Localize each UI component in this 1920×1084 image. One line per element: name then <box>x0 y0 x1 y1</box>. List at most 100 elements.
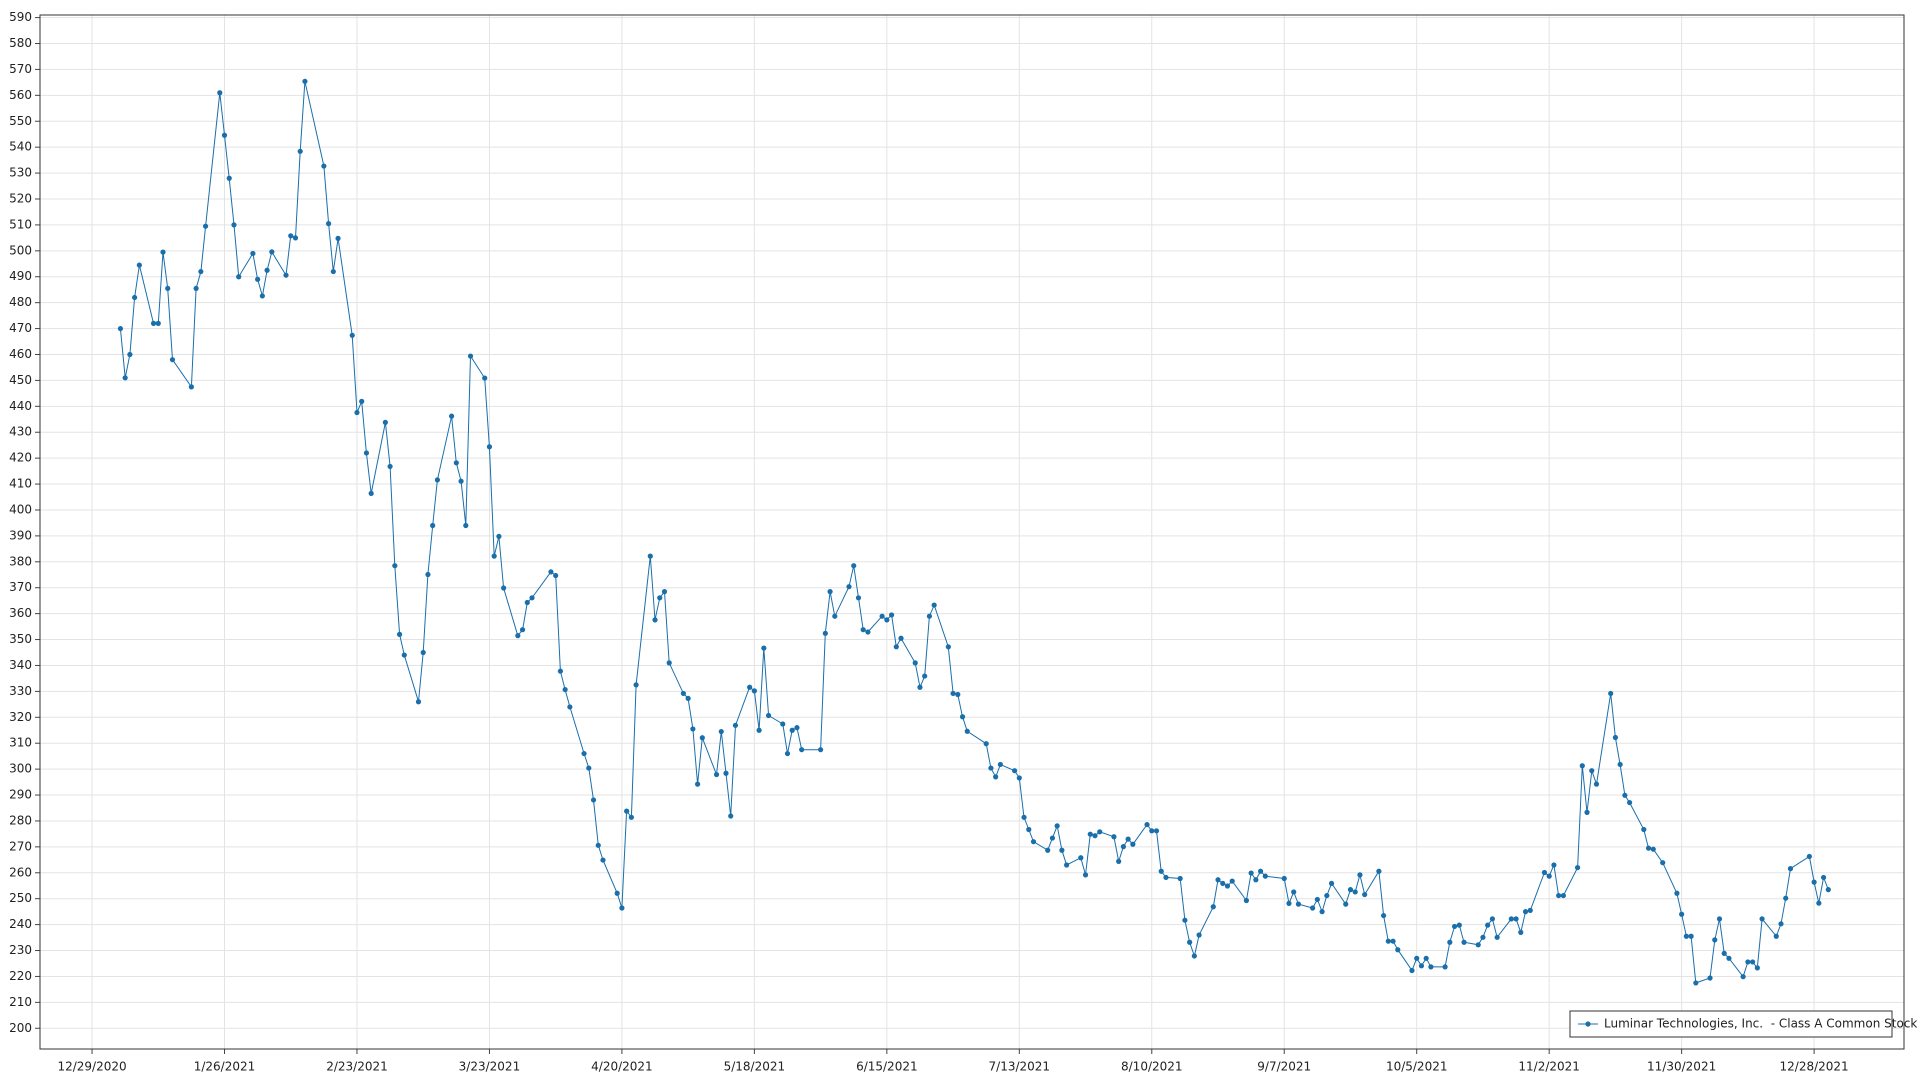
legend-box <box>1569 1010 1893 1038</box>
point <box>728 813 734 819</box>
point <box>1229 878 1235 884</box>
point <box>690 726 696 732</box>
point <box>1414 955 1420 961</box>
point <box>1522 909 1529 915</box>
y-tick-label: 530 <box>9 166 32 180</box>
y-tick-label: 490 <box>9 269 32 283</box>
point <box>1787 866 1794 872</box>
point <box>231 222 237 228</box>
y-tick-label: 380 <box>9 554 32 568</box>
point <box>1593 781 1600 787</box>
point <box>415 699 422 705</box>
x-tick-label: 10/5/2021 <box>1386 1060 1448 1074</box>
point <box>382 419 388 425</box>
point <box>359 398 365 404</box>
y-tick-label: 200 <box>9 1021 32 1035</box>
point <box>250 250 256 257</box>
point <box>226 175 232 181</box>
point <box>1674 890 1680 896</box>
point <box>453 460 459 466</box>
point <box>491 553 497 559</box>
point <box>1612 734 1619 741</box>
point <box>1220 880 1226 887</box>
point <box>1291 889 1297 895</box>
point <box>193 285 199 292</box>
point <box>1442 964 1448 970</box>
point <box>486 444 493 450</box>
y-tick-label: 350 <box>9 632 32 646</box>
point <box>1688 933 1694 939</box>
point <box>955 691 961 698</box>
point <box>169 357 176 363</box>
point <box>1527 907 1533 913</box>
y-tick-label: 240 <box>9 917 32 931</box>
y-tick-label: 500 <box>9 243 32 257</box>
point <box>1016 775 1022 781</box>
point <box>288 233 294 239</box>
point <box>1418 963 1425 969</box>
point <box>600 857 606 863</box>
y-tick-label: 410 <box>9 477 32 491</box>
point <box>1395 947 1401 953</box>
point <box>1125 836 1131 842</box>
point <box>822 630 828 636</box>
point <box>368 490 374 496</box>
point <box>680 690 687 697</box>
point <box>1679 911 1685 917</box>
point <box>945 644 951 650</box>
point <box>1759 916 1765 922</box>
point <box>283 272 289 278</box>
point <box>1210 904 1216 910</box>
point <box>1750 959 1756 965</box>
y-tick-label: 310 <box>9 736 32 750</box>
point <box>756 727 762 733</box>
point <box>1347 887 1354 893</box>
point <box>562 686 568 693</box>
point <box>1030 839 1037 845</box>
point <box>1551 862 1557 868</box>
point <box>430 522 436 529</box>
y-tick-label: 290 <box>9 788 32 802</box>
point <box>396 631 403 637</box>
point <box>1310 905 1316 911</box>
point <box>912 660 918 666</box>
point <box>567 704 573 710</box>
x-tick-label: 3/23/2021 <box>459 1060 521 1074</box>
y-tick-label: 430 <box>9 425 32 439</box>
point <box>292 235 299 241</box>
point <box>1021 814 1027 820</box>
point <box>1428 964 1434 970</box>
y-tick-label: 330 <box>9 684 32 698</box>
point <box>160 249 166 255</box>
point <box>1054 823 1060 829</box>
point <box>1111 834 1117 840</box>
point <box>1215 877 1221 883</box>
point <box>917 684 923 690</box>
point <box>1773 933 1779 939</box>
point <box>221 132 228 138</box>
line-series <box>119 81 1829 984</box>
point <box>1328 880 1335 887</box>
point <box>297 148 303 154</box>
point <box>1816 900 1822 906</box>
point <box>392 563 398 569</box>
point <box>1224 883 1231 889</box>
point <box>922 673 928 679</box>
y-tick-label: 210 <box>9 995 32 1009</box>
point <box>1650 846 1656 852</box>
point <box>1011 768 1018 774</box>
point <box>1116 858 1122 864</box>
point <box>264 267 270 273</box>
point <box>1494 934 1500 940</box>
point <box>1064 862 1070 868</box>
point <box>1820 874 1827 881</box>
y-tick-label: 220 <box>9 969 32 983</box>
point <box>1257 868 1264 874</box>
point <box>595 842 601 848</box>
point <box>581 750 587 757</box>
point <box>1712 937 1718 943</box>
point <box>1485 922 1491 928</box>
y-tick-label: 440 <box>9 399 32 413</box>
